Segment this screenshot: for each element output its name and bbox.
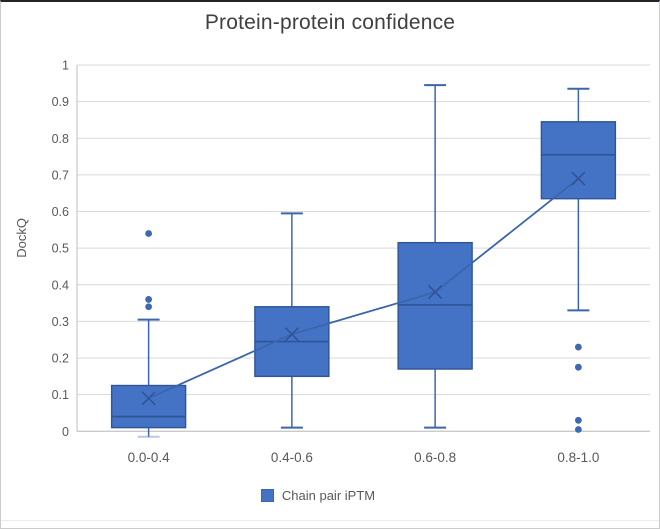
outlier-dot [145, 303, 153, 311]
y-tick-label: 0.6 [52, 205, 69, 219]
y-tick-label: 0.2 [52, 352, 69, 366]
outlier-dot [574, 426, 582, 433]
y-tick-label: 1 [62, 59, 69, 73]
x-category-label: 0.0-0.4 [128, 450, 171, 465]
y-tick-label: 0.1 [52, 388, 69, 402]
box-iqr [110, 384, 187, 429]
y-tick-label: 0.9 [52, 95, 69, 109]
mean-marker-x [571, 171, 586, 186]
outlier-dot [574, 343, 582, 351]
mean-marker-x [428, 285, 443, 300]
outlier-dot [574, 416, 582, 424]
box-iqr [540, 121, 617, 200]
mean-marker-x [141, 391, 156, 406]
y-tick-label: 0.8 [52, 132, 69, 146]
legend-swatch-icon [260, 489, 274, 502]
x-category-label: 0.4-0.6 [271, 450, 313, 465]
mean-marker-x [284, 327, 299, 342]
frame-bottom-rule [1, 520, 659, 521]
mean-trend-line [148, 177, 579, 400]
outlier-dot [145, 296, 153, 303]
chart-title: Protein-protein confidence [204, 11, 456, 34]
legend-label: Chain pair iPTM [281, 488, 376, 503]
outlier-dot [145, 230, 153, 237]
y-tick-label: 0 [62, 425, 69, 439]
x-category-label: 0.8-1.0 [557, 450, 599, 465]
box-iqr [397, 241, 473, 370]
y-tick-label: 0.4 [52, 278, 69, 292]
outlier-dot [574, 363, 582, 371]
y-tick-label: 0.5 [52, 242, 69, 256]
x-category-label: 0.6-0.8 [414, 450, 456, 465]
y-tick-label: 0.7 [52, 168, 69, 182]
y-tick-label: 0.3 [52, 315, 69, 329]
legend: Chain pair iPTM [1, 488, 647, 503]
